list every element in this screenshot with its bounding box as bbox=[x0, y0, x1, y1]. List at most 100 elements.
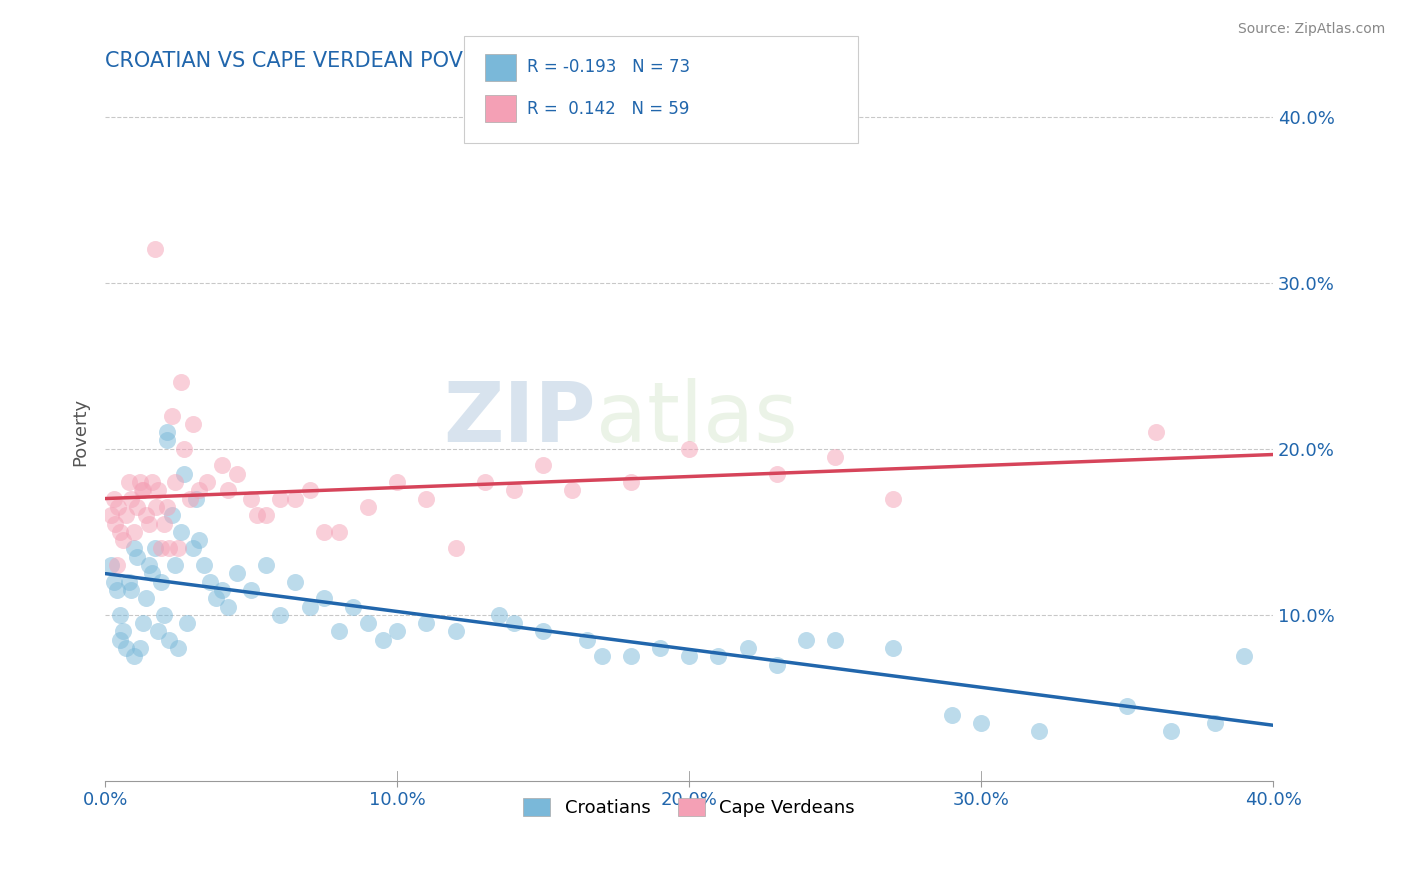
Text: atlas: atlas bbox=[596, 377, 797, 458]
Point bbox=[284, 491, 307, 506]
Point bbox=[531, 458, 554, 473]
Point bbox=[357, 616, 380, 631]
Point bbox=[124, 649, 146, 664]
Text: ZIP: ZIP bbox=[443, 377, 596, 458]
Point bbox=[108, 524, 131, 539]
Point bbox=[357, 500, 380, 514]
Point bbox=[970, 715, 993, 730]
Point bbox=[131, 483, 153, 498]
Point bbox=[129, 475, 152, 489]
Point bbox=[246, 508, 269, 523]
Point bbox=[737, 641, 759, 656]
Point bbox=[1204, 715, 1226, 730]
Point bbox=[184, 491, 207, 506]
Point bbox=[187, 533, 209, 548]
Point bbox=[765, 657, 787, 672]
Text: R = -0.193   N = 73: R = -0.193 N = 73 bbox=[527, 58, 690, 76]
Point bbox=[155, 425, 177, 439]
Point bbox=[114, 508, 136, 523]
Point bbox=[197, 475, 219, 489]
Point bbox=[176, 616, 198, 631]
Point bbox=[104, 516, 127, 531]
Point bbox=[135, 508, 157, 523]
Point bbox=[1233, 649, 1256, 664]
Point bbox=[167, 641, 190, 656]
Point bbox=[225, 566, 247, 581]
Point bbox=[132, 616, 155, 631]
Point bbox=[155, 434, 177, 448]
Point bbox=[146, 483, 169, 498]
Point bbox=[162, 409, 184, 423]
Point bbox=[284, 574, 307, 589]
Point bbox=[111, 624, 134, 639]
Point bbox=[1116, 699, 1139, 714]
Point bbox=[298, 483, 321, 498]
Point bbox=[415, 616, 437, 631]
Point bbox=[167, 541, 190, 556]
Point bbox=[314, 591, 336, 606]
Point bbox=[328, 524, 350, 539]
Point bbox=[146, 624, 169, 639]
Point bbox=[211, 582, 233, 597]
Point bbox=[152, 607, 174, 622]
Point bbox=[678, 442, 700, 456]
Point bbox=[342, 599, 364, 614]
Point bbox=[217, 483, 239, 498]
Point bbox=[181, 541, 204, 556]
Point bbox=[488, 607, 510, 622]
Point bbox=[165, 475, 187, 489]
Point bbox=[1144, 425, 1167, 439]
Point bbox=[225, 467, 247, 481]
Point bbox=[138, 516, 160, 531]
Point bbox=[1160, 724, 1182, 739]
Point bbox=[117, 574, 139, 589]
Point bbox=[103, 574, 125, 589]
Point bbox=[100, 558, 122, 572]
Point bbox=[129, 641, 152, 656]
Point bbox=[179, 491, 201, 506]
Point bbox=[269, 607, 291, 622]
Point bbox=[648, 641, 671, 656]
Point bbox=[141, 475, 163, 489]
Point bbox=[143, 541, 166, 556]
Point bbox=[531, 624, 554, 639]
Point bbox=[105, 582, 128, 597]
Point bbox=[314, 524, 336, 539]
Text: Source: ZipAtlas.com: Source: ZipAtlas.com bbox=[1237, 22, 1385, 37]
Point bbox=[328, 624, 350, 639]
Point bbox=[105, 558, 128, 572]
Point bbox=[217, 599, 239, 614]
Point bbox=[575, 632, 598, 647]
Text: R =  0.142   N = 59: R = 0.142 N = 59 bbox=[527, 100, 689, 118]
Point bbox=[108, 607, 131, 622]
Y-axis label: Poverty: Poverty bbox=[72, 398, 89, 467]
Legend: Croatians, Cape Verdeans: Croatians, Cape Verdeans bbox=[516, 790, 862, 824]
Point bbox=[824, 632, 846, 647]
Point bbox=[132, 483, 155, 498]
Point bbox=[298, 599, 321, 614]
Point bbox=[444, 541, 467, 556]
Point bbox=[173, 442, 195, 456]
Point bbox=[165, 558, 187, 572]
Point bbox=[620, 649, 643, 664]
Point bbox=[678, 649, 700, 664]
Point bbox=[591, 649, 613, 664]
Point bbox=[707, 649, 730, 664]
Point bbox=[254, 508, 277, 523]
Point bbox=[149, 541, 172, 556]
Point bbox=[152, 516, 174, 531]
Point bbox=[159, 541, 181, 556]
Text: CROATIAN VS CAPE VERDEAN POVERTY CORRELATION CHART: CROATIAN VS CAPE VERDEAN POVERTY CORRELA… bbox=[105, 51, 747, 70]
Point bbox=[162, 508, 184, 523]
Point bbox=[141, 566, 163, 581]
Point bbox=[240, 491, 263, 506]
Point bbox=[1028, 724, 1050, 739]
Point bbox=[211, 458, 233, 473]
Point bbox=[173, 467, 195, 481]
Point bbox=[117, 475, 139, 489]
Point bbox=[882, 641, 904, 656]
Point bbox=[170, 524, 193, 539]
Point bbox=[127, 500, 149, 514]
Point bbox=[121, 491, 143, 506]
Point bbox=[103, 491, 125, 506]
